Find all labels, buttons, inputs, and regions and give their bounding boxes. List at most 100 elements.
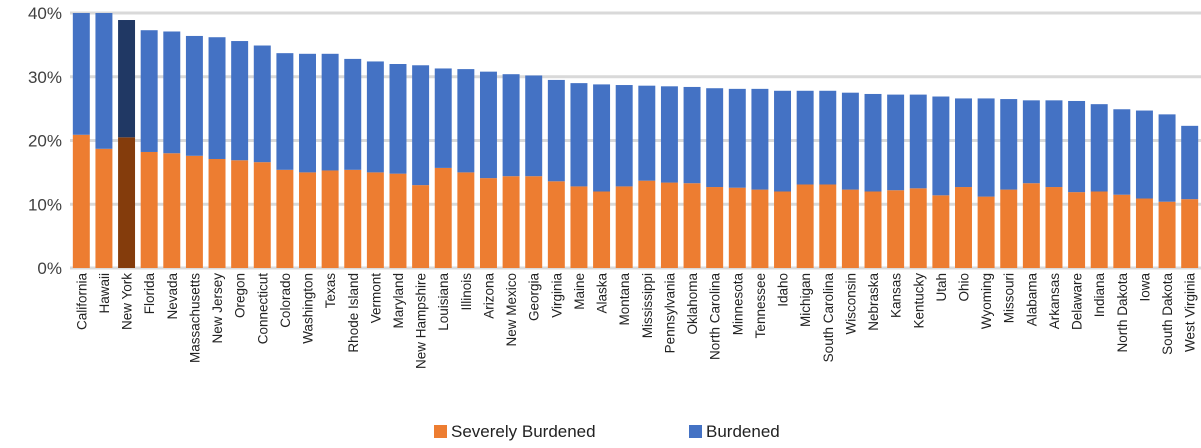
- x-category-label: Maryland: [391, 273, 406, 329]
- y-tick-label: 40%: [28, 4, 62, 23]
- bar-burdened: [841, 92, 859, 190]
- bar-burdened: [457, 69, 475, 173]
- bar-severely-burdened: [751, 189, 769, 268]
- bar-burdened: [208, 37, 226, 159]
- bar-severely-burdened: [299, 172, 316, 268]
- x-category-label: Ohio: [956, 273, 971, 302]
- x-category-label: Utah: [934, 273, 949, 302]
- x-category-label: Kentucky: [911, 273, 926, 329]
- x-category-label: North Dakota: [1115, 273, 1130, 353]
- y-tick-label: 0%: [37, 259, 62, 278]
- bar-severely-burdened: [253, 162, 271, 268]
- bar-severely-burdened: [72, 134, 90, 268]
- bar-burdened: [95, 13, 113, 149]
- x-category-label: Colorado: [278, 273, 293, 328]
- x-category-label: Louisiana: [436, 273, 451, 331]
- legend-swatch: [689, 425, 702, 438]
- bar-burdened: [864, 93, 882, 192]
- bar-burdened: [955, 98, 972, 188]
- bar-burdened: [502, 74, 520, 177]
- bar-burdened: [1158, 114, 1176, 202]
- bar-burdened: [547, 79, 565, 182]
- bar-severely-burdened: [660, 182, 678, 268]
- x-category-label: Iowa: [1137, 273, 1152, 302]
- bar-burdened: [593, 84, 611, 192]
- x-category-label: Indiana: [1092, 273, 1107, 318]
- x-category-label: Rhode Island: [346, 273, 361, 353]
- bar-severely-burdened: [1068, 192, 1086, 268]
- bar-severely-burdened: [321, 170, 339, 268]
- x-category-label: Idaho: [776, 273, 791, 307]
- x-category-label: Mississippi: [640, 273, 655, 338]
- bar-severely-burdened: [638, 180, 656, 268]
- bar-severely-burdened: [977, 196, 995, 268]
- bar-burdened: [1090, 104, 1108, 192]
- bar-severely-burdened: [95, 148, 113, 268]
- legend-label: Severely Burdened: [451, 422, 596, 441]
- x-category-label: Illinois: [459, 273, 474, 311]
- bar-burdened: [1000, 99, 1018, 190]
- legend: Severely Burdened Burdened: [434, 422, 780, 441]
- y-tick-label: 20%: [28, 132, 62, 151]
- x-category-label: New Jersey: [210, 273, 225, 344]
- x-category-label: New Hampshire: [414, 273, 429, 369]
- bar-severely-burdened: [1000, 189, 1018, 268]
- bar-severely-burdened: [774, 191, 792, 268]
- bar-severely-burdened: [434, 167, 452, 268]
- bar-burdened: [977, 98, 995, 197]
- bar-severely-burdened: [570, 186, 588, 268]
- bar-burdened: [344, 58, 362, 170]
- bar-severely-burdened: [1158, 201, 1176, 268]
- bar-burdened: [479, 71, 497, 179]
- bar-severely-burdened: [344, 169, 362, 268]
- x-category-label: Montana: [617, 273, 632, 326]
- x-category-label: Massachusetts: [187, 273, 202, 363]
- bar-severely-burdened: [140, 151, 158, 268]
- bar-burdened: [751, 88, 769, 190]
- bar-severely-burdened: [1022, 183, 1040, 268]
- x-category-label: Nebraska: [866, 273, 881, 331]
- x-category-label: Maine: [572, 273, 587, 310]
- x-category-label: North Carolina: [708, 273, 723, 361]
- bar-burdened: [774, 90, 792, 192]
- bar-burdened: [796, 90, 814, 185]
- bar-burdened: [1181, 125, 1199, 200]
- bar-burdened: [366, 61, 384, 173]
- bar-severely-burdened: [525, 176, 543, 268]
- x-category-label: Missouri: [1002, 273, 1017, 323]
- bar-severely-burdened: [1135, 198, 1153, 268]
- bar-severely-burdened: [412, 185, 430, 268]
- bar-severely-burdened: [841, 189, 859, 268]
- bar-severely-burdened: [909, 188, 927, 268]
- bar-severely-burdened: [163, 153, 181, 268]
- y-axis-tick-labels: 0% 10% 20% 30% 40%: [28, 4, 62, 278]
- x-category-label: Kansas: [889, 273, 904, 318]
- x-category-label: Georgia: [527, 273, 542, 322]
- bar-burdened: [570, 83, 588, 187]
- bar-burdened: [321, 53, 339, 171]
- bar-severely-burdened: [593, 191, 611, 268]
- x-category-label: New York: [120, 273, 135, 330]
- x-category-label: South Carolina: [821, 273, 836, 363]
- bar-burdened: [638, 85, 656, 181]
- x-category-label: West Virginia: [1183, 273, 1198, 353]
- bar-burdened: [72, 13, 90, 135]
- bar-burdened: [389, 64, 407, 174]
- bar-severely-burdened: [796, 184, 814, 268]
- bar-severely-burdened: [547, 181, 565, 268]
- bar-burdened: [660, 86, 678, 183]
- x-category-label: Connecticut: [255, 273, 270, 345]
- bar-severely-burdened: [706, 187, 724, 268]
- bar-burdened: [299, 53, 316, 173]
- bar-burdened: [1045, 100, 1063, 188]
- bar-burdened: [819, 90, 837, 185]
- bar-burdened: [253, 45, 271, 163]
- x-category-label: New Mexico: [504, 273, 519, 347]
- x-category-label: Hawaii: [97, 273, 112, 314]
- y-tick-label: 30%: [28, 68, 62, 87]
- bar-severely-burdened: [615, 186, 633, 268]
- bar-severely-burdened: [1045, 187, 1063, 268]
- bar-burdened: [615, 85, 633, 187]
